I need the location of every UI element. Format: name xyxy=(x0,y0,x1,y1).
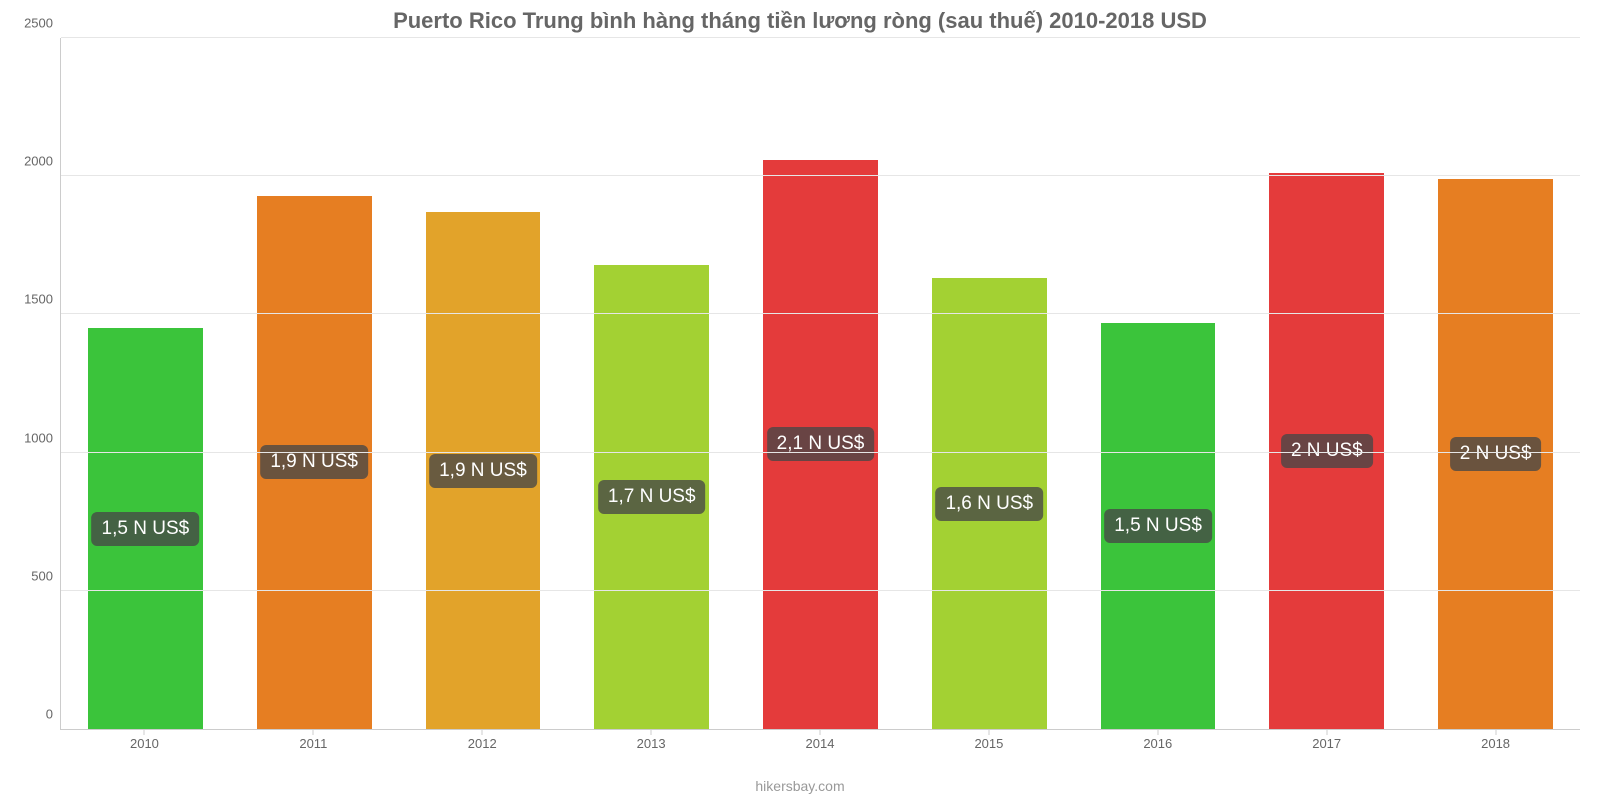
x-tick-label: 2011 xyxy=(229,730,398,752)
bar: 2,1 N US$ xyxy=(763,160,878,729)
y-tick-label: 0 xyxy=(46,707,53,722)
x-tick-label: 2016 xyxy=(1073,730,1242,752)
bar: 1,5 N US$ xyxy=(88,328,203,729)
bar: 1,5 N US$ xyxy=(1101,323,1216,729)
plot-region: 1,5 N US$ 1,9 N US$ 1,9 N US$ 1,7 N US$ 2,1 … xyxy=(60,38,1580,730)
chart-area: 1,5 N US$ 1,9 N US$ 1,9 N US$ 1,7 N US$ 2,1 … xyxy=(60,38,1580,752)
bar-slot: 1,5 N US$ xyxy=(1074,38,1243,729)
x-tick-label: 2010 xyxy=(60,730,229,752)
bar-slot: 1,7 N US$ xyxy=(567,38,736,729)
bar-value-label: 2,1 N US$ xyxy=(767,427,875,461)
bar-slot: 2 N US$ xyxy=(1411,38,1580,729)
bar: 2 N US$ xyxy=(1438,179,1553,729)
bar-slot: 1,9 N US$ xyxy=(399,38,568,729)
gridline xyxy=(61,590,1580,591)
gridline xyxy=(61,452,1580,453)
gridline xyxy=(61,175,1580,176)
bar-slot: 2 N US$ xyxy=(1242,38,1411,729)
y-tick-label: 1000 xyxy=(24,430,53,445)
x-tick-label: 2014 xyxy=(736,730,905,752)
bars-container: 1,5 N US$ 1,9 N US$ 1,9 N US$ 1,7 N US$ 2,1 … xyxy=(61,38,1580,729)
gridline xyxy=(61,313,1580,314)
bar-value-label: 1,6 N US$ xyxy=(935,487,1043,521)
bar-value-label: 1,5 N US$ xyxy=(1104,509,1212,543)
x-tick-label: 2015 xyxy=(904,730,1073,752)
y-tick-label: 500 xyxy=(31,568,53,583)
bar-value-label: 1,7 N US$ xyxy=(598,480,706,514)
bar-value-label: 1,9 N US$ xyxy=(429,454,537,488)
y-tick-label: 2000 xyxy=(24,154,53,169)
chart-title: Puerto Rico Trung bình hàng tháng tiền l… xyxy=(0,0,1600,34)
attribution-text: hikersbay.com xyxy=(0,778,1600,794)
bar-value-label: 1,5 N US$ xyxy=(92,512,200,546)
x-tick-label: 2012 xyxy=(398,730,567,752)
x-tick-label: 2017 xyxy=(1242,730,1411,752)
gridline xyxy=(61,37,1580,38)
bar-slot: 1,5 N US$ xyxy=(61,38,230,729)
bar: 1,9 N US$ xyxy=(257,196,372,729)
bar: 1,9 N US$ xyxy=(426,212,541,729)
bar: 1,6 N US$ xyxy=(932,278,1047,729)
bar-slot: 1,9 N US$ xyxy=(230,38,399,729)
x-tick-label: 2018 xyxy=(1411,730,1580,752)
bar: 1,7 N US$ xyxy=(594,265,709,729)
y-tick-label: 2500 xyxy=(24,16,53,31)
bar-slot: 1,6 N US$ xyxy=(905,38,1074,729)
bar-value-label: 1,9 N US$ xyxy=(260,445,368,479)
x-axis: 201020112012201320142015201620172018 xyxy=(60,730,1580,752)
bar-value-label: 2 N US$ xyxy=(1450,437,1542,471)
x-tick-label: 2013 xyxy=(567,730,736,752)
bar-slot: 2,1 N US$ xyxy=(736,38,905,729)
y-tick-label: 1500 xyxy=(24,292,53,307)
